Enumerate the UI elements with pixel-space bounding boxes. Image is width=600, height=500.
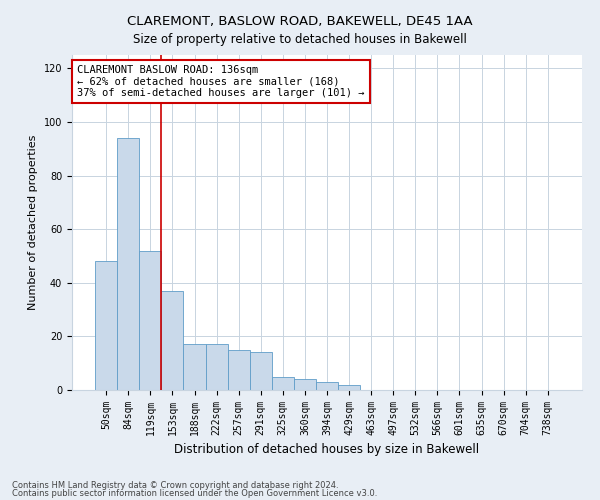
Bar bbox=[227, 350, 250, 390]
Bar bbox=[294, 380, 316, 390]
Bar bbox=[95, 262, 117, 390]
Bar bbox=[250, 352, 272, 390]
Bar bbox=[117, 138, 139, 390]
Text: Contains HM Land Registry data © Crown copyright and database right 2024.: Contains HM Land Registry data © Crown c… bbox=[12, 481, 338, 490]
Bar bbox=[184, 344, 206, 390]
Text: CLAREMONT, BASLOW ROAD, BAKEWELL, DE45 1AA: CLAREMONT, BASLOW ROAD, BAKEWELL, DE45 1… bbox=[127, 15, 473, 28]
Y-axis label: Number of detached properties: Number of detached properties bbox=[28, 135, 38, 310]
Bar bbox=[338, 384, 360, 390]
Bar bbox=[206, 344, 227, 390]
X-axis label: Distribution of detached houses by size in Bakewell: Distribution of detached houses by size … bbox=[175, 444, 479, 456]
Bar bbox=[161, 291, 184, 390]
Text: Contains public sector information licensed under the Open Government Licence v3: Contains public sector information licen… bbox=[12, 488, 377, 498]
Bar bbox=[272, 376, 294, 390]
Bar bbox=[139, 250, 161, 390]
Bar bbox=[316, 382, 338, 390]
Text: CLAREMONT BASLOW ROAD: 136sqm
← 62% of detached houses are smaller (168)
37% of : CLAREMONT BASLOW ROAD: 136sqm ← 62% of d… bbox=[77, 65, 365, 98]
Text: Size of property relative to detached houses in Bakewell: Size of property relative to detached ho… bbox=[133, 32, 467, 46]
